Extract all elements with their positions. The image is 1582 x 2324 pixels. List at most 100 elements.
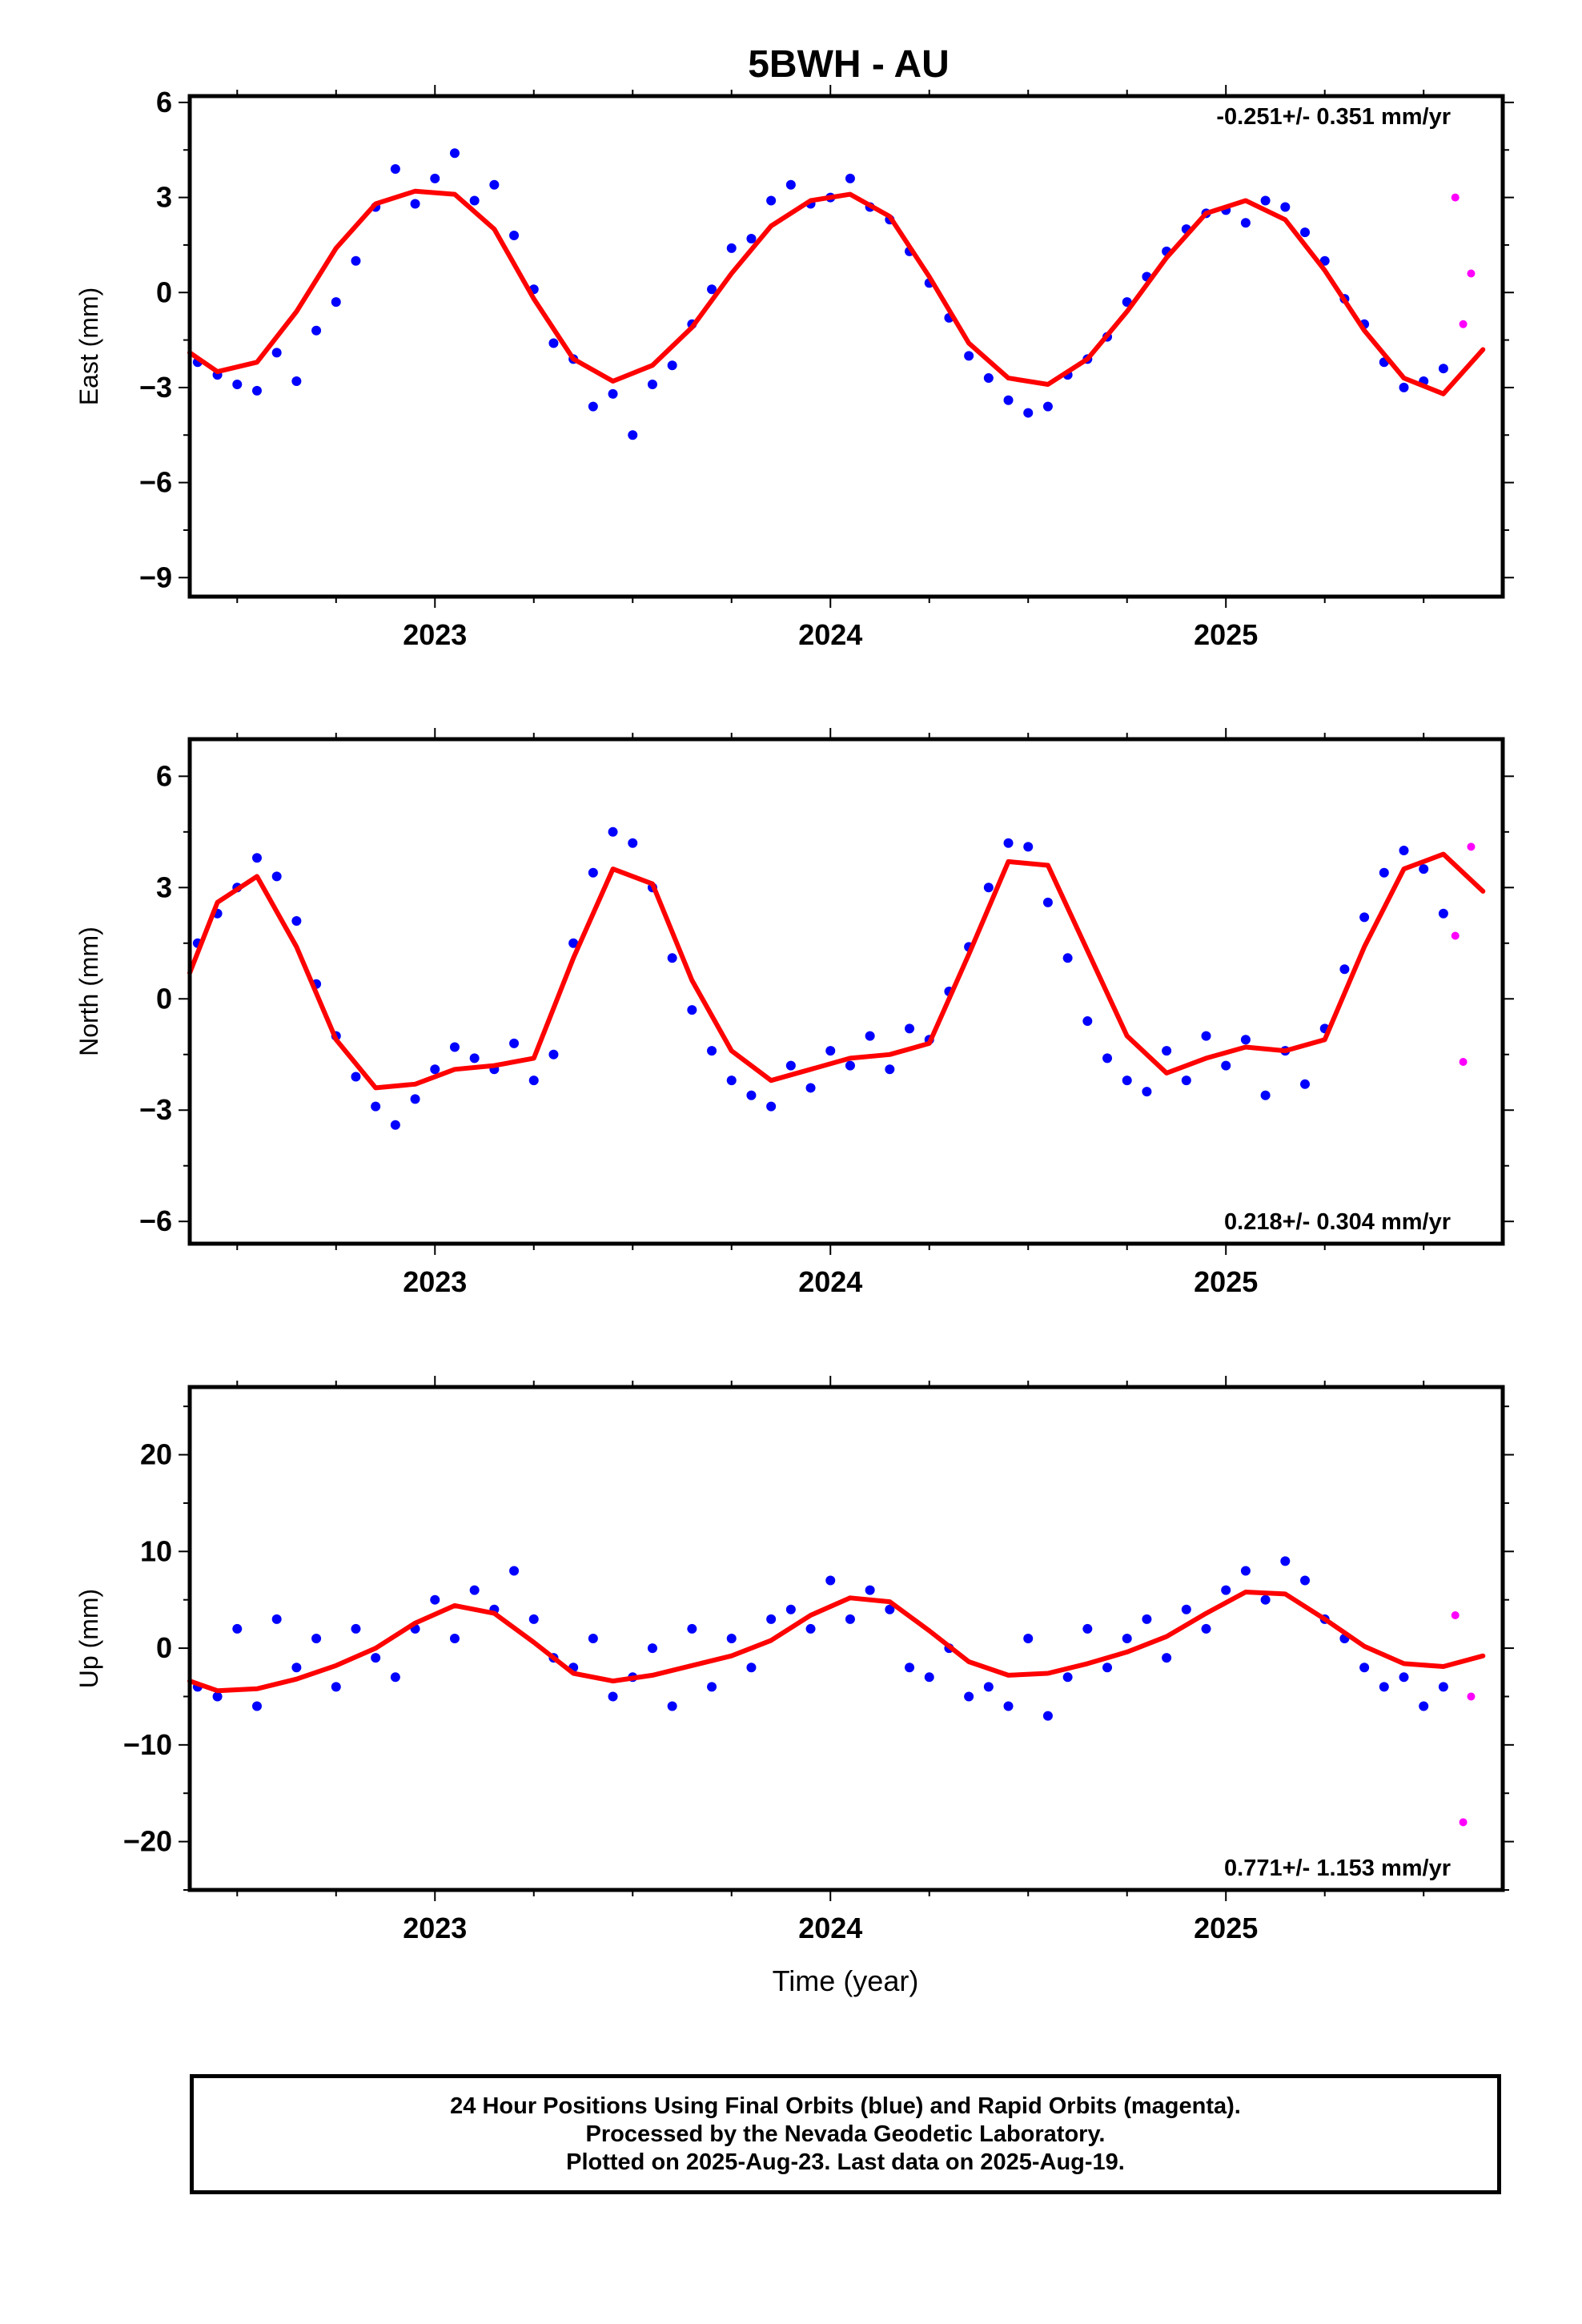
up-point [1240, 1566, 1251, 1576]
up-x-tick-label: 2024 [798, 1912, 862, 1944]
up-point [1082, 1623, 1093, 1634]
up-y-tick-label: 0 [156, 1631, 172, 1664]
up-point [271, 1614, 282, 1624]
up-point [608, 1691, 618, 1702]
east-point [548, 338, 559, 348]
up-rapid-point [1459, 1818, 1468, 1827]
up-y-tick-label: 10 [140, 1534, 172, 1567]
east-point [628, 430, 638, 440]
up-point [1201, 1623, 1211, 1634]
up-point [1023, 1634, 1034, 1643]
up-point [726, 1634, 737, 1643]
up-point [1042, 1711, 1053, 1721]
north-fit-line [187, 851, 1486, 1091]
east-point [1300, 227, 1311, 238]
up-point [371, 1653, 381, 1663]
east-point [469, 195, 480, 206]
figure-title: 5BWH - AU [748, 43, 950, 86]
north-rapid-points [1451, 842, 1476, 1067]
up-point [1102, 1663, 1113, 1673]
east-point [311, 325, 322, 336]
north-point [1399, 845, 1409, 855]
east-point [766, 195, 777, 206]
east-y-tick-label: −3 [139, 371, 172, 404]
east-point [390, 163, 400, 174]
north-point [687, 1005, 697, 1015]
east-rapid-point [1467, 269, 1476, 278]
up-point [905, 1663, 915, 1673]
up-point [1300, 1575, 1311, 1586]
north-point [469, 1053, 480, 1063]
north-point [371, 1101, 381, 1112]
up-point [1122, 1634, 1132, 1643]
north-point [1122, 1076, 1132, 1086]
up-point [1438, 1682, 1448, 1692]
east-point [331, 297, 341, 308]
up-point [1003, 1701, 1014, 1711]
east-point [449, 148, 460, 159]
north-panel: 2023 2024 2025 −6 −3 0 3 6 North (mm) 0.218+/-… [74, 728, 1514, 1298]
north-point [983, 883, 994, 893]
north-point [1003, 838, 1014, 848]
east-points [192, 148, 1448, 440]
north-point [667, 953, 677, 963]
east-point [983, 373, 994, 384]
up-point [291, 1663, 302, 1673]
up-rapid-point [1451, 1611, 1460, 1620]
east-y-tick-label: −6 [139, 466, 172, 499]
up-point [983, 1682, 994, 1692]
north-rapid-point [1451, 931, 1460, 940]
east-point [964, 351, 974, 361]
north-rapid-point [1467, 842, 1476, 851]
east-point [588, 401, 598, 412]
north-point [291, 915, 302, 926]
east-point [1023, 408, 1034, 418]
up-rapid-points [1451, 1611, 1476, 1827]
north-point [1339, 964, 1350, 975]
east-rapid-points [1451, 193, 1476, 328]
up-point [1221, 1585, 1231, 1595]
east-point [647, 379, 657, 389]
up-point [924, 1672, 934, 1683]
east-point [489, 179, 500, 190]
up-frame [187, 1385, 1505, 1892]
north-point [1162, 1046, 1172, 1056]
north-point [1300, 1079, 1311, 1089]
north-point [410, 1094, 420, 1104]
north-point [746, 1090, 757, 1100]
east-y-tick-label: 3 [156, 181, 172, 214]
east-point [232, 379, 243, 389]
north-y-tick-label: 3 [156, 870, 172, 903]
north-rate-text: 0.218+/- 0.304 mm/yr [1224, 1209, 1451, 1235]
east-y-axis-label: East (mm) [74, 287, 103, 406]
north-points [192, 826, 1448, 1130]
up-rate-text: 0.771+/- 1.153 mm/yr [1224, 1856, 1451, 1881]
up-point [311, 1634, 322, 1643]
east-x-tick-label: 2023 [403, 618, 467, 651]
up-point [1359, 1663, 1370, 1673]
north-point [528, 1076, 539, 1086]
up-point [251, 1701, 262, 1711]
north-y-tick-label: −3 [139, 1093, 172, 1126]
north-point [430, 1064, 440, 1075]
east-rapid-point [1451, 193, 1460, 202]
up-point [1419, 1701, 1429, 1711]
east-x-tick-label: 2025 [1194, 618, 1258, 651]
north-point [509, 1038, 520, 1048]
north-point [1260, 1090, 1271, 1100]
up-point [1379, 1682, 1389, 1692]
east-rate-text: -0.251+/- 0.351 mm/yr [1216, 104, 1451, 130]
north-point [1102, 1053, 1113, 1063]
north-point [628, 838, 638, 848]
up-point [509, 1566, 520, 1576]
east-point [251, 385, 262, 396]
up-point [865, 1585, 875, 1595]
east-panel: 2023 2024 2025 −9 −6 −3 0 3 6 East (mm) -0.251+… [74, 85, 1514, 651]
east-point [410, 199, 420, 209]
up-rapid-point [1467, 1692, 1476, 1701]
north-point [726, 1076, 737, 1086]
north-x-tick-label: 2025 [1194, 1265, 1258, 1298]
east-point [271, 348, 282, 358]
up-point [331, 1682, 341, 1692]
up-point [667, 1701, 677, 1711]
